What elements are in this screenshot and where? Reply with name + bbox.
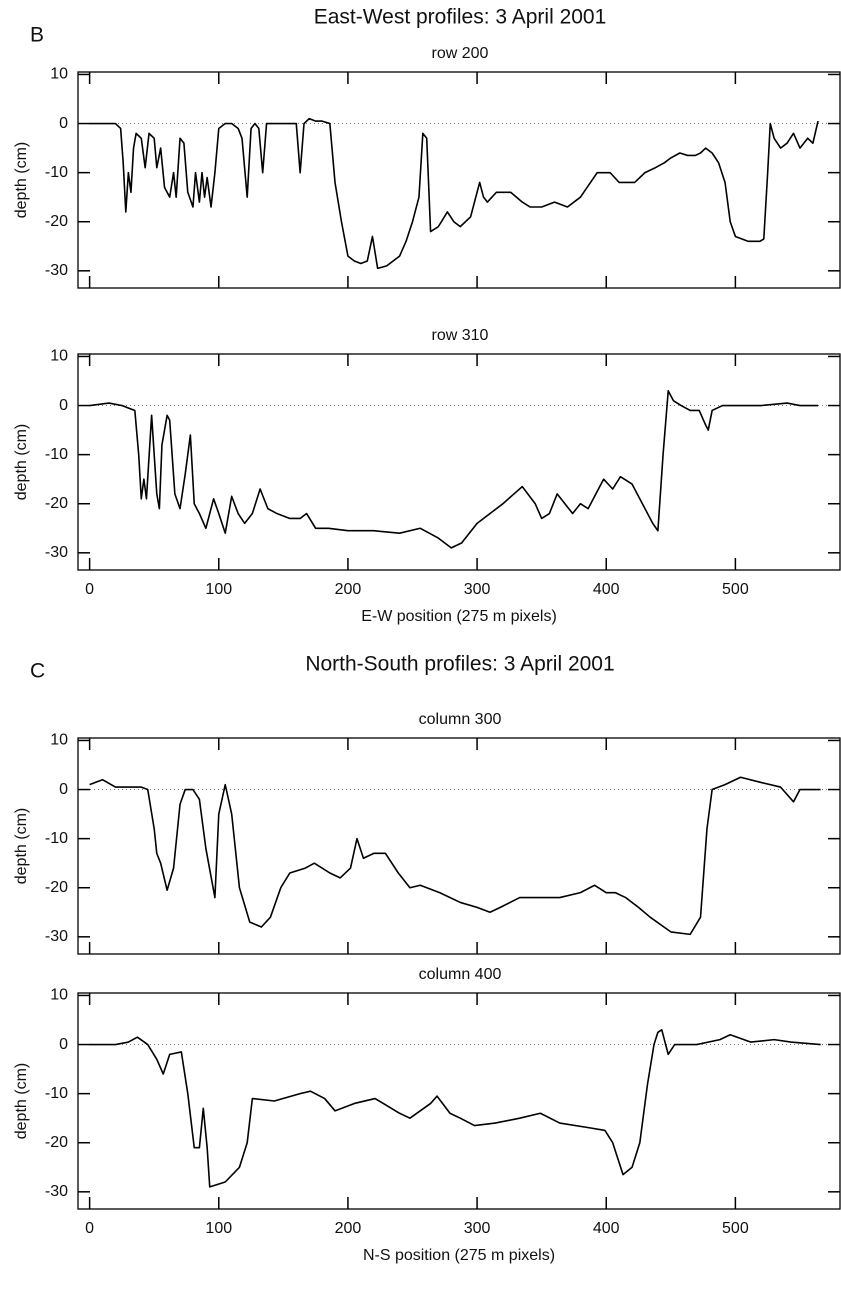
y-tick-label: -20	[45, 879, 68, 896]
x-tick-label: 0	[85, 1220, 94, 1237]
x-tick-label: 500	[722, 1220, 749, 1237]
x-axis-label: N-S position (275 m pixels)	[363, 1247, 555, 1264]
panel-label: B	[30, 24, 44, 47]
x-tick-label: 500	[722, 581, 749, 598]
x-tick-label: 200	[335, 1220, 362, 1237]
y-tick-label: -20	[45, 1134, 68, 1151]
x-tick-label: 100	[205, 1220, 232, 1237]
y-tick-label: -20	[45, 213, 68, 230]
x-tick-label: 300	[464, 581, 491, 598]
subplot-title: column 400	[419, 966, 502, 983]
y-tick-label: -30	[45, 928, 68, 945]
profile-line	[89, 776, 821, 936]
x-tick-label: 400	[593, 581, 620, 598]
profile-line	[89, 117, 819, 270]
y-tick-label: -20	[45, 495, 68, 512]
subplot-title: column 300	[419, 711, 502, 728]
plot-frame	[77, 353, 841, 571]
x-tick-label: 100	[205, 581, 232, 598]
y-tick-label: 0	[59, 781, 68, 798]
x-tick-label: 200	[335, 581, 362, 598]
y-tick-label: 0	[59, 397, 68, 414]
y-tick-label: 0	[59, 1036, 68, 1053]
x-tick-label: 400	[593, 1220, 620, 1237]
y-axis-label: depth (cm)	[13, 808, 30, 884]
y-tick-label: 10	[50, 66, 68, 83]
plot-frame	[77, 992, 841, 1210]
y-tick-label: -10	[45, 164, 68, 181]
plot-frame	[77, 71, 841, 289]
panel-title: East-West profiles: 3 April 2001	[314, 6, 607, 29]
y-tick-label: -30	[45, 544, 68, 561]
y-tick-label: -10	[45, 830, 68, 847]
y-tick-label: 10	[50, 732, 68, 749]
y-axis-label: depth (cm)	[13, 424, 30, 500]
x-tick-label: 0	[85, 581, 94, 598]
y-tick-label: -30	[45, 1183, 68, 1200]
y-tick-label: 10	[50, 987, 68, 1004]
profile-line	[89, 390, 819, 549]
y-axis-label: depth (cm)	[13, 142, 30, 218]
y-tick-label: -10	[45, 446, 68, 463]
panel-label: C	[30, 660, 45, 683]
profile-line	[89, 1029, 821, 1188]
y-axis-label: depth (cm)	[13, 1063, 30, 1139]
x-tick-label: 300	[464, 1220, 491, 1237]
y-tick-label: -30	[45, 262, 68, 279]
y-tick-label: 0	[59, 115, 68, 132]
plot-frame	[77, 737, 841, 955]
subplot-title: row 200	[432, 45, 489, 62]
y-tick-label: 10	[50, 348, 68, 365]
subplot-title: row 310	[432, 327, 489, 344]
y-tick-label: -10	[45, 1085, 68, 1102]
panel-title: North-South profiles: 3 April 2001	[305, 653, 614, 676]
x-axis-label: E-W position (275 m pixels)	[361, 608, 557, 625]
